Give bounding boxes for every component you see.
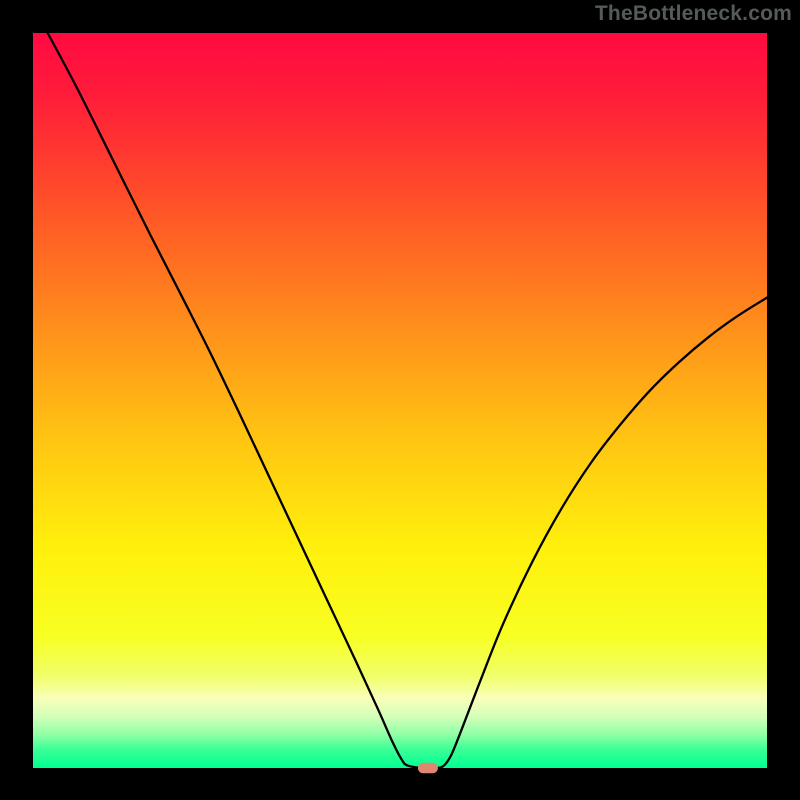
min-marker: [418, 763, 437, 773]
chart-stage: TheBottleneck.com: [0, 0, 800, 800]
watermark-text: TheBottleneck.com: [595, 2, 792, 26]
plot-svg: [0, 0, 800, 800]
gradient-background: [33, 33, 767, 768]
